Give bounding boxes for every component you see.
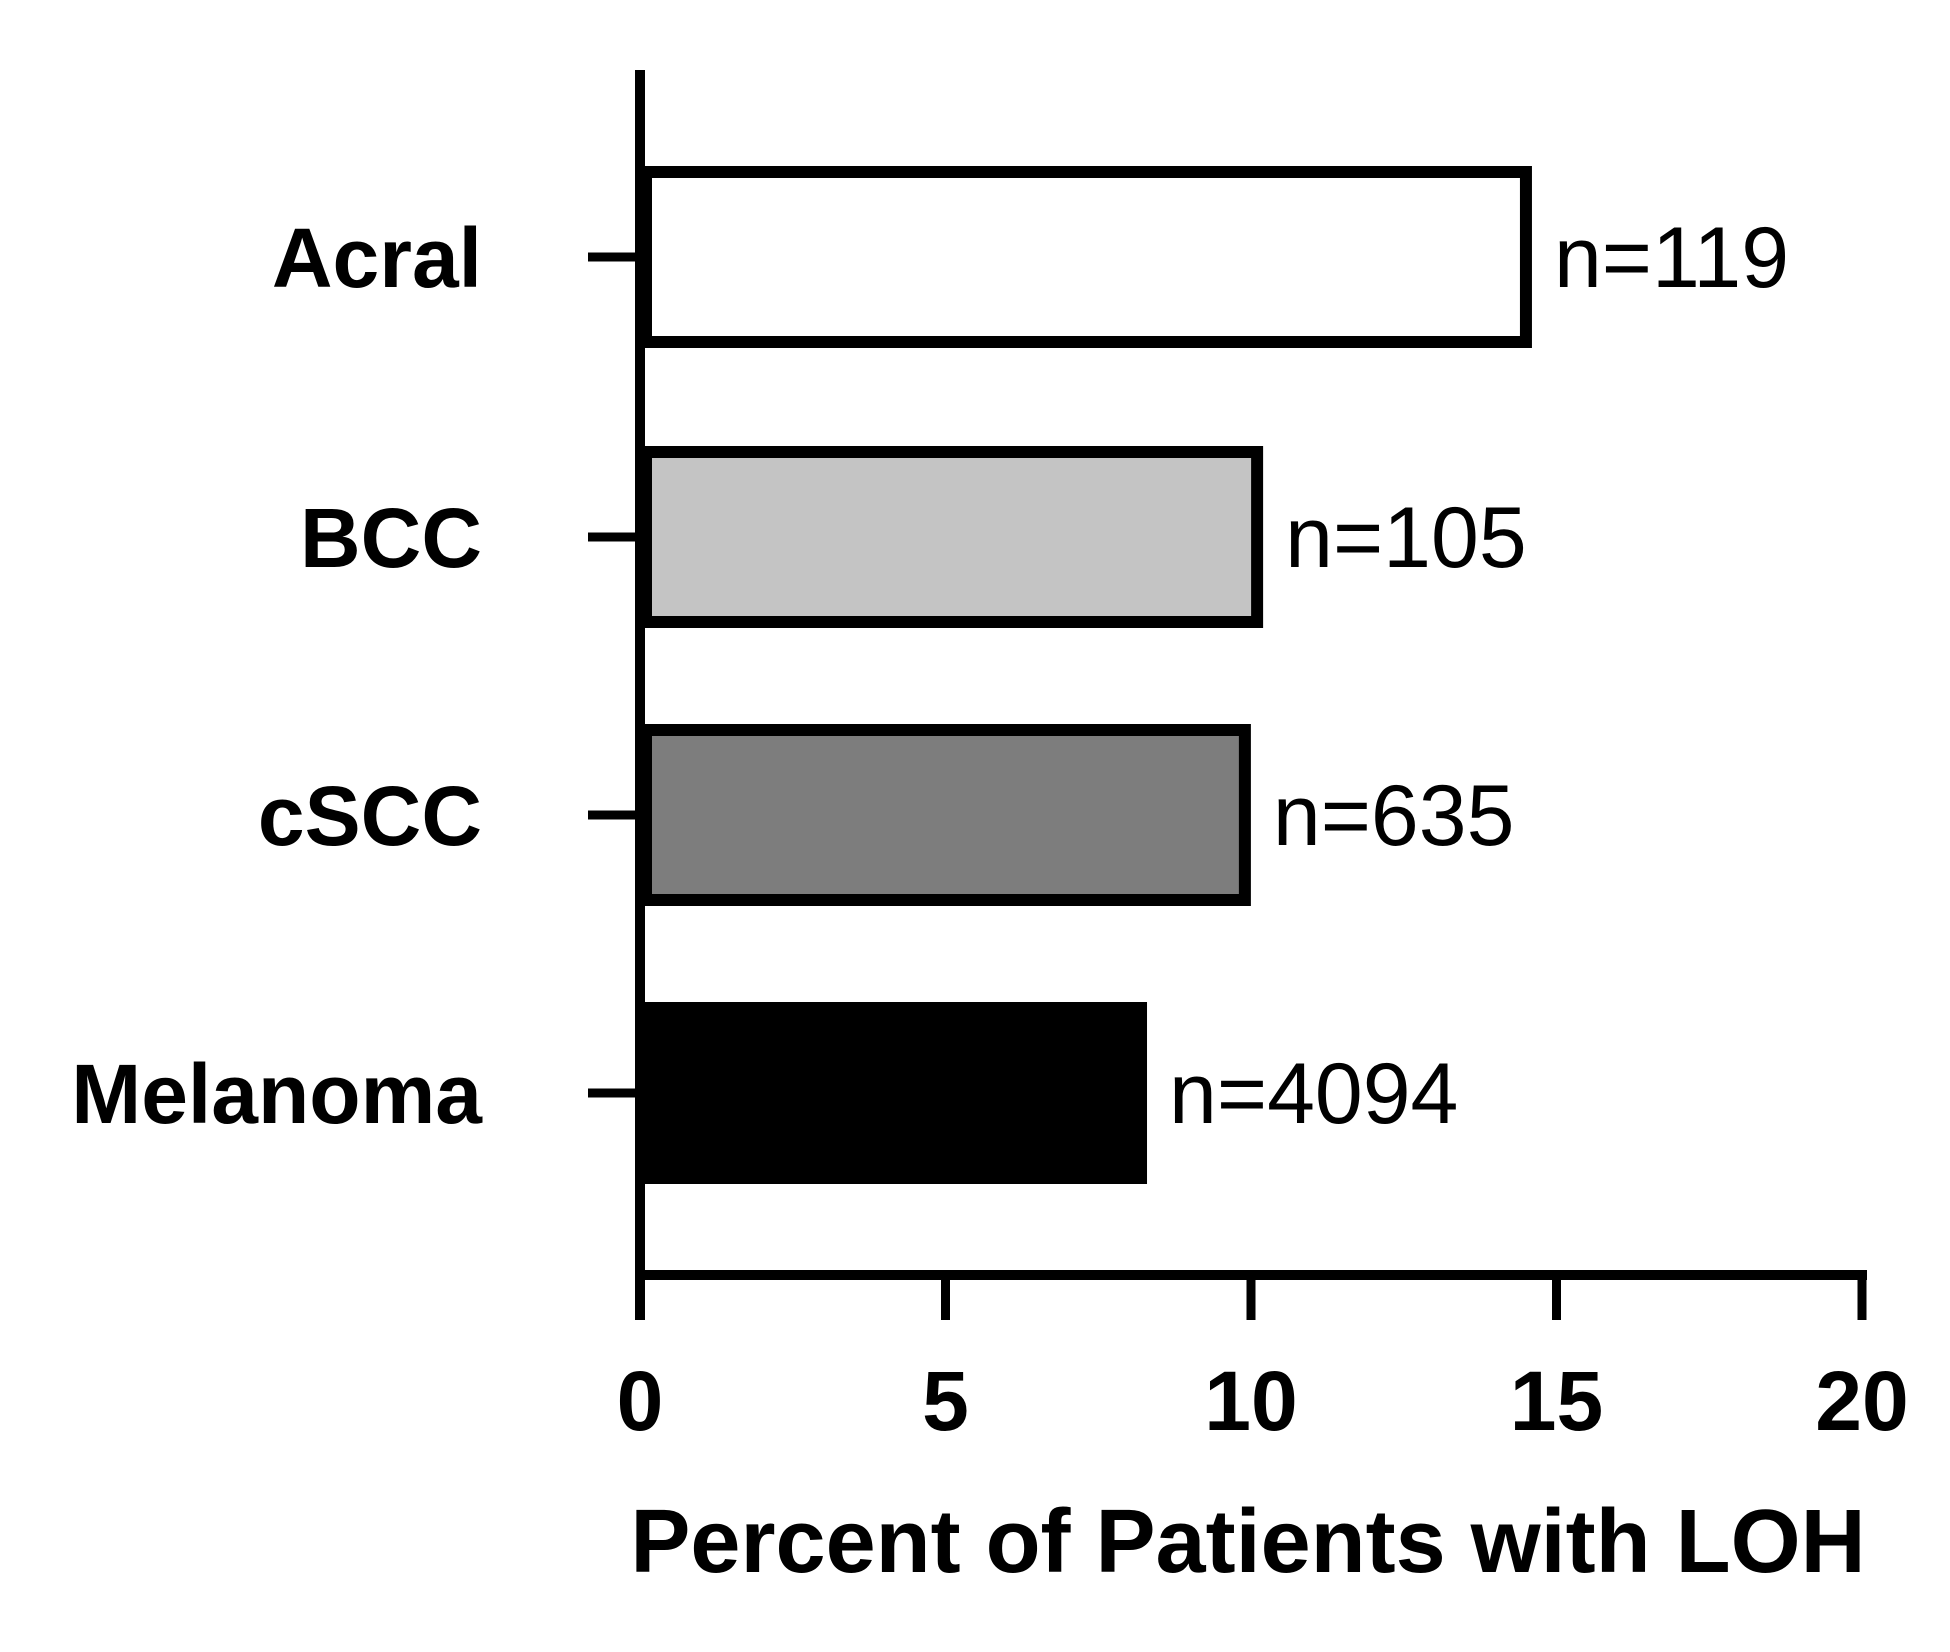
bar-cscc: [640, 724, 1251, 906]
x-tick-label-10: 10: [1204, 1354, 1297, 1448]
bar-bcc: [640, 446, 1264, 628]
bar-melanoma: [640, 1002, 1148, 1184]
category-label-cscc: cSCC: [258, 769, 482, 863]
axes-group: Acral n=119 BCC n=105 cSCC n=635 Melanoma n=409…: [71, 70, 1909, 1448]
x-axis-title: Percent of Patients with LOH: [630, 1492, 1865, 1592]
bar-data-label-acral: n=119: [1554, 210, 1789, 306]
category-label-melanoma: Melanoma: [71, 1047, 483, 1141]
category-label-bcc: BCC: [300, 491, 482, 585]
x-tick-label-20: 20: [1815, 1354, 1908, 1448]
x-tick-label-5: 5: [922, 1354, 969, 1448]
x-tick-label-0: 0: [617, 1354, 664, 1448]
bar-data-label-cscc: n=635: [1273, 768, 1515, 864]
bar-data-label-bcc: n=105: [1285, 490, 1527, 586]
category-label-acral: Acral: [272, 211, 482, 305]
bar-data-label-melanoma: n=4094: [1169, 1046, 1458, 1142]
x-tick-label-15: 15: [1510, 1354, 1603, 1448]
bars-group: [640, 166, 1532, 1184]
bar-acral: [640, 166, 1532, 348]
